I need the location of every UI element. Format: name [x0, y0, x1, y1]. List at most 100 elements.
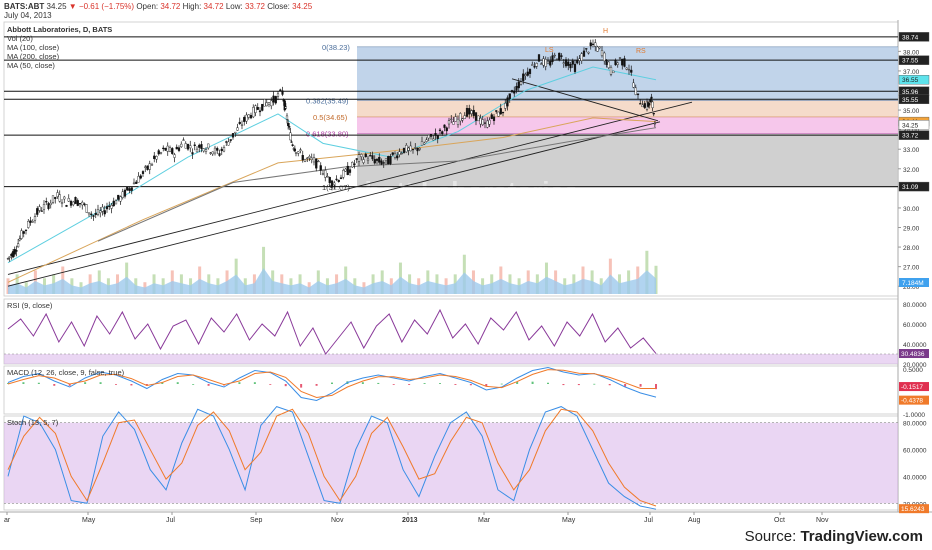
stoch-tag-label: 15.6243: [901, 506, 925, 513]
fib-zone: [357, 100, 898, 117]
macd-histogram-bar: [300, 384, 303, 388]
neckline: [511, 78, 659, 122]
candle-body: [459, 113, 462, 122]
candle-body: [522, 73, 525, 81]
indicator-tick-label: 40.0000: [903, 474, 927, 481]
indicator-tick-label: 60.0000: [903, 448, 927, 455]
macd-histogram-bar: [500, 383, 503, 385]
candle-body: [267, 102, 271, 105]
candle-body: [603, 52, 606, 62]
candle-body: [324, 170, 327, 178]
candle-body: [99, 210, 102, 214]
candle-body: [51, 195, 55, 203]
candle-body: [306, 157, 309, 159]
candle-body: [236, 127, 239, 131]
price-tick-label: 30.00: [903, 206, 920, 213]
candle-body: [468, 108, 471, 115]
candle-body: [289, 132, 292, 141]
candle-body: [571, 60, 574, 65]
macd-tag: [899, 395, 929, 405]
moving-average-line: [97, 127, 657, 242]
fib-label: 0.618(33.80): [306, 130, 349, 139]
candle-body: [144, 166, 147, 168]
candle-body: [96, 209, 100, 215]
candle-body: [173, 154, 176, 158]
macd-histogram-bar: [392, 384, 395, 385]
candle-body: [553, 54, 556, 57]
candle-body: [252, 107, 255, 118]
candle-body: [195, 148, 199, 153]
indicator-tick-label: 80.0000: [903, 302, 927, 309]
candle-body: [436, 135, 439, 139]
candle-body: [132, 182, 136, 185]
header-symbol-line: BATS:ABT 34.25 ▼ −0.61 (−1.75%) Open: 34…: [4, 2, 312, 12]
candle-body: [407, 147, 410, 151]
time-tick-label: Nov: [331, 517, 344, 524]
candle-body: [342, 170, 345, 178]
macd-histogram-bar: [161, 382, 164, 384]
candle-body: [78, 203, 82, 205]
candle-body: [17, 243, 20, 248]
indicator-line: [7, 408, 657, 507]
candle-body: [526, 71, 529, 76]
price-tag: [898, 130, 930, 140]
candle-body: [643, 103, 646, 108]
candle-body: [378, 157, 381, 163]
price-tag-label: 35.96: [902, 89, 919, 96]
candle-body: [486, 120, 489, 128]
candle-body: [263, 99, 266, 107]
candle-body: [319, 165, 322, 171]
candle-body: [562, 62, 565, 64]
candle-body: [65, 205, 68, 207]
volume-tag: [899, 278, 929, 287]
candle-body: [402, 147, 406, 153]
candle-body: [483, 122, 487, 124]
candle-body: [22, 231, 25, 234]
candle-body: [576, 60, 579, 64]
trendline: [7, 121, 661, 287]
fib-label: 0(38.23): [322, 43, 350, 52]
candle-body: [74, 197, 77, 204]
candle-body: [573, 63, 577, 72]
candle-body: [207, 143, 210, 149]
candle-body: [159, 152, 163, 154]
candle-body: [220, 148, 223, 152]
candle-body: [168, 147, 172, 152]
candle-body: [360, 154, 363, 157]
candle-body: [114, 200, 118, 205]
macd-histogram-bar: [547, 382, 549, 384]
macd-histogram-bar: [84, 382, 87, 384]
candle-body: [186, 143, 190, 150]
candle-body: [81, 201, 84, 206]
candle-body: [85, 204, 88, 213]
candle-body: [387, 156, 390, 165]
candle-body: [299, 149, 302, 151]
candle-body: [630, 69, 633, 73]
candle-body: [40, 210, 43, 212]
open-label: Open:: [136, 2, 159, 11]
indicator-tick-label: 0.5000: [903, 367, 923, 374]
candle-body: [506, 97, 509, 107]
candle-body: [315, 158, 318, 169]
candle-body: [648, 103, 651, 106]
candle-body: [470, 110, 473, 114]
price-change: ▼ −0.61 (−1.75%): [68, 2, 135, 11]
candle-body: [291, 144, 294, 146]
candle-body: [310, 157, 313, 160]
low-label: Low:: [225, 2, 243, 11]
candle-body: [249, 114, 253, 119]
moving-average-line: [7, 117, 657, 283]
candle-body: [456, 118, 460, 125]
price-tick-label: 26.00: [903, 284, 920, 291]
candle-body: [49, 202, 52, 206]
candle-body: [634, 87, 637, 95]
time-tick-label: Mar: [478, 517, 491, 524]
candle-body: [564, 59, 568, 67]
candle-body: [146, 165, 149, 170]
candle-body: [477, 115, 480, 122]
candle-body: [337, 179, 340, 182]
price-tag: [898, 181, 930, 192]
candle-body: [636, 93, 640, 96]
time-tick-label: Sep: [250, 517, 263, 524]
price-tag-label: 35.55: [902, 97, 919, 104]
